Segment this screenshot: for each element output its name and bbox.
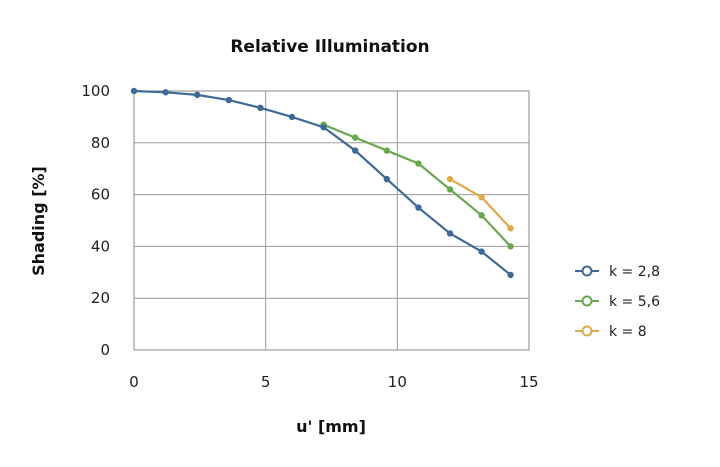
y-tick-label: 0: [100, 341, 110, 359]
data-point: [352, 134, 359, 141]
legend-item-k8: k = 8: [575, 324, 647, 340]
data-point: [478, 248, 485, 255]
series-k-2-8: [130, 87, 514, 279]
grid: [133, 90, 530, 351]
data-point: [130, 87, 138, 95]
x-axis-ticks: 0 5 10 15: [129, 373, 538, 391]
data-point: [225, 96, 232, 104]
y-tick-label: 60: [91, 186, 110, 204]
legend-item-k56: k = 5,6: [575, 294, 660, 310]
x-tick-label: 15: [519, 373, 538, 391]
data-point: [257, 104, 264, 112]
data-point: [507, 243, 514, 250]
legend-label: k = 2,8: [609, 264, 660, 280]
data-point: [478, 193, 485, 201]
y-tick-label: 100: [81, 82, 110, 100]
x-tick-label: 5: [261, 373, 271, 391]
y-tick-label: 40: [91, 237, 110, 255]
data-point: [194, 91, 201, 99]
data-point: [320, 124, 327, 131]
y-axis-label: Shading [%]: [29, 166, 48, 276]
data-point: [446, 175, 454, 183]
data-point: [507, 225, 514, 232]
legend-item-k28: k = 2,8: [575, 264, 660, 280]
data-point: [507, 271, 514, 279]
data-point: [446, 230, 454, 237]
data-point: [478, 212, 485, 219]
legend-label: k = 8: [609, 324, 647, 340]
legend-marker: [581, 295, 593, 307]
y-tick-label: 20: [91, 289, 110, 307]
chart-title: Relative Illumination: [230, 37, 429, 57]
data-point: [162, 89, 169, 96]
data-point: [446, 186, 454, 193]
y-axis-ticks: 0 20 40 60 80 100: [81, 82, 110, 359]
plot-area: [133, 90, 530, 351]
x-axis-label: u' [mm]: [296, 417, 366, 436]
data-point: [415, 160, 422, 167]
data-point: [288, 113, 296, 121]
series-line: [132, 89, 512, 276]
data-point: [352, 147, 359, 154]
x-tick-label: 0: [129, 373, 139, 391]
series-line: [448, 177, 512, 230]
data-point: [383, 175, 390, 183]
legend-marker: [581, 325, 593, 337]
y-tick-label: 80: [91, 134, 110, 152]
series-k-5-6: [320, 121, 514, 250]
data-point: [415, 204, 422, 211]
legend-marker: [581, 265, 593, 277]
series-k-8: [446, 175, 514, 232]
x-tick-label: 10: [388, 373, 407, 391]
series-layer: [130, 87, 514, 279]
legend: k = 2,8 k = 5,6 k = 8: [575, 264, 660, 340]
data-point: [383, 147, 390, 154]
legend-label: k = 5,6: [609, 294, 660, 310]
